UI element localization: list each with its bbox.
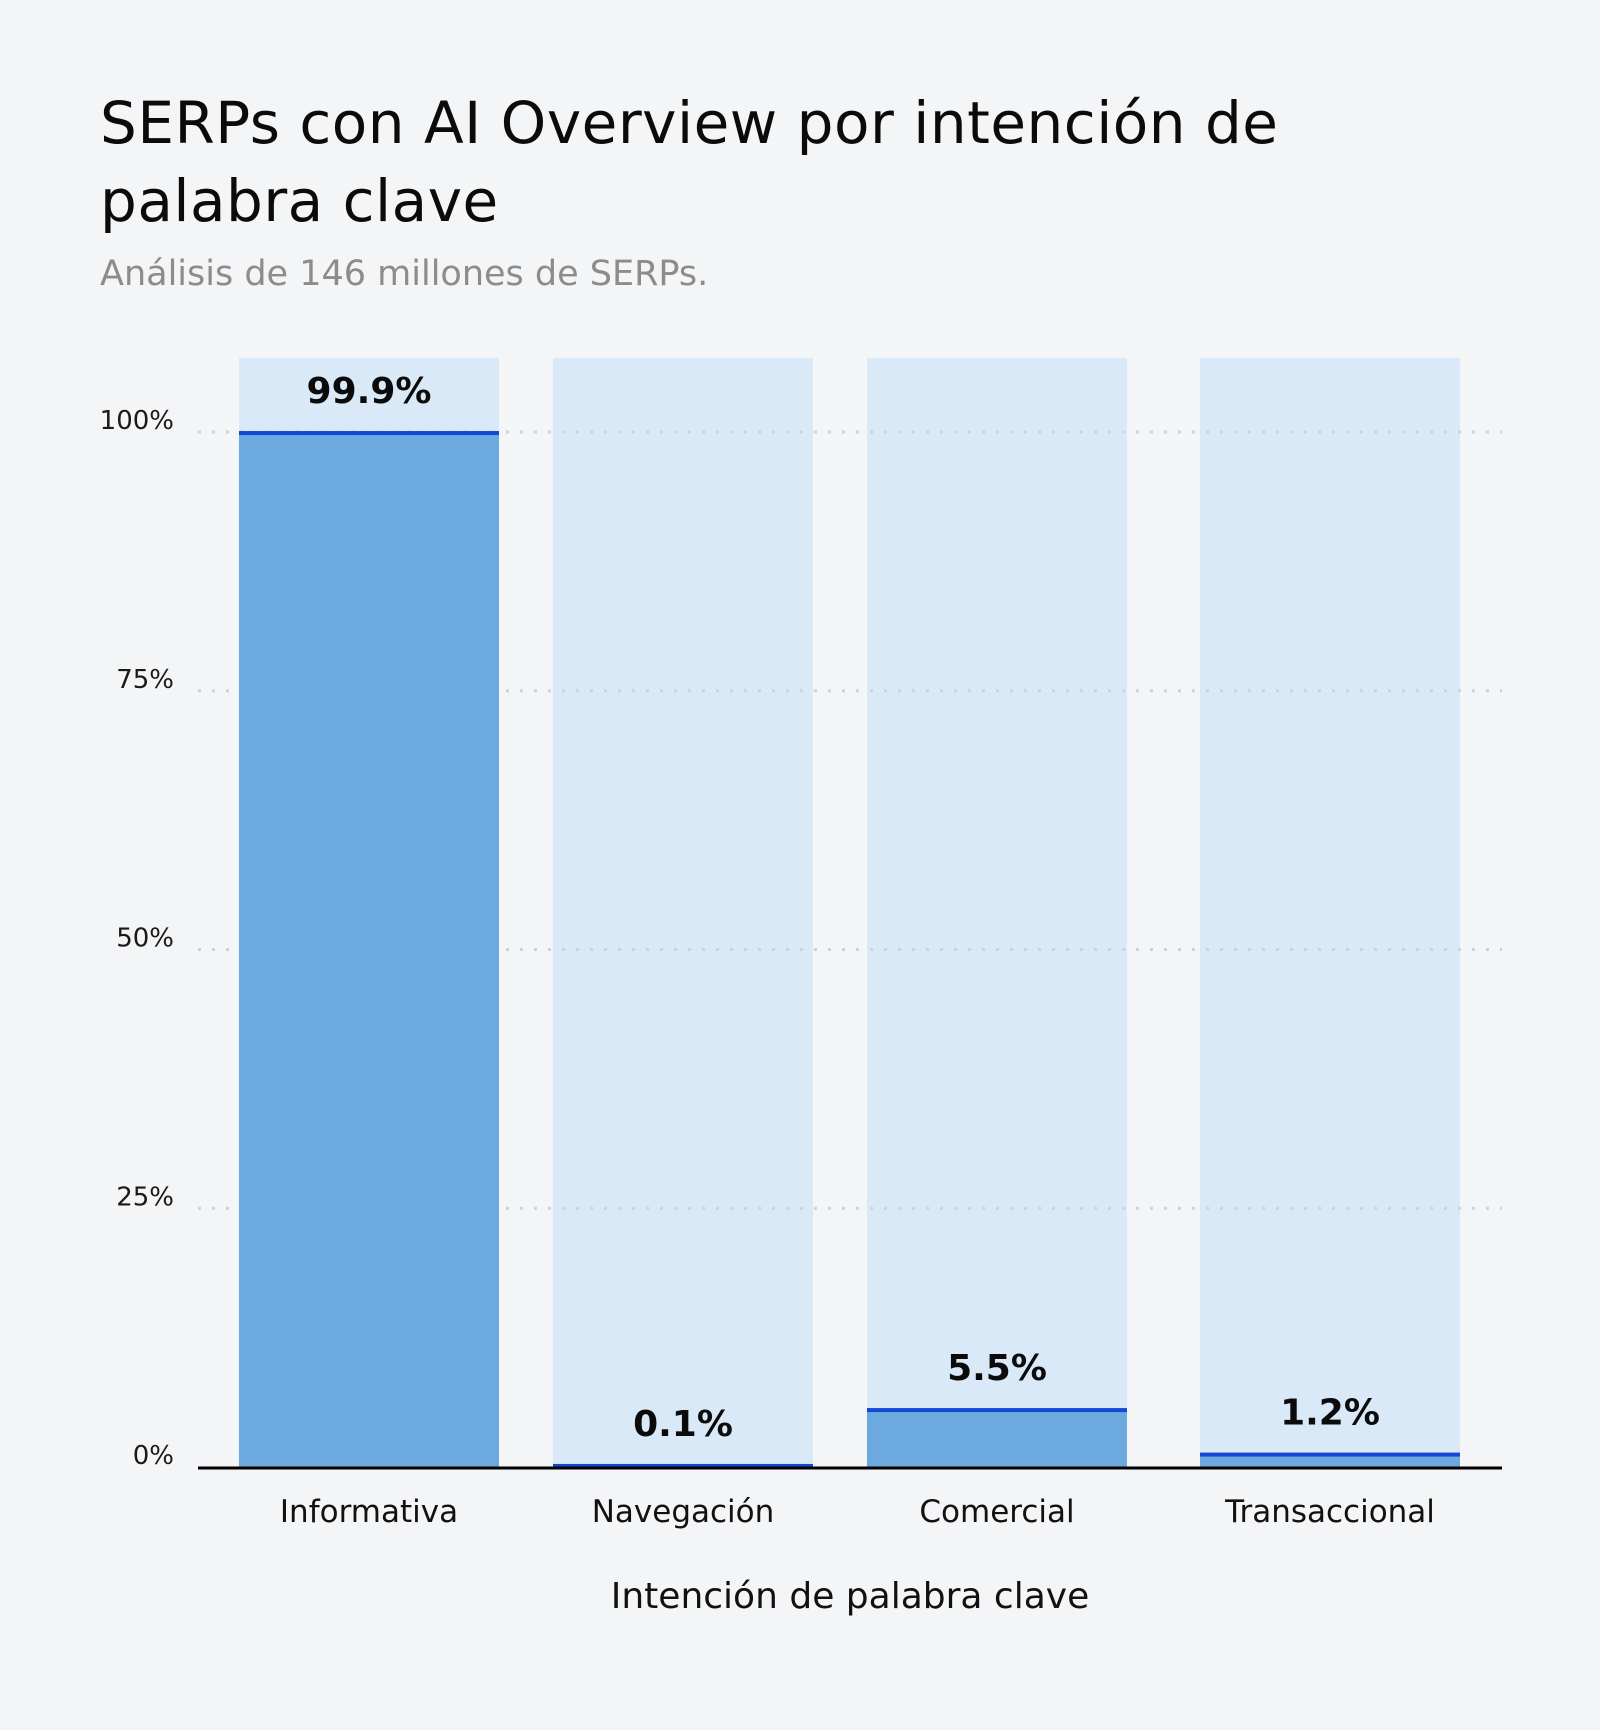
bar-top-line — [553, 1463, 813, 1468]
data-label: 0.1% — [633, 1404, 733, 1445]
x-tick-label: Navegación — [592, 1494, 775, 1530]
y-tick-label: 25% — [116, 1182, 174, 1212]
y-tick-label: 50% — [116, 924, 174, 954]
bar — [1200, 1454, 1460, 1467]
x-tick-label: Informativa — [280, 1494, 458, 1530]
bar-background — [867, 358, 1127, 1467]
bar-background — [553, 358, 813, 1467]
bar-top-line — [1200, 1452, 1460, 1457]
data-label: 1.2% — [1280, 1393, 1380, 1434]
x-axis-title: Intención de palabra clave — [611, 1576, 1089, 1617]
data-label: 5.5% — [947, 1348, 1047, 1389]
x-tick-label: Comercial — [919, 1494, 1074, 1530]
data-label: 99.9% — [307, 371, 432, 412]
chart-title: SERPs con AI Overview por intención de p… — [100, 89, 1279, 235]
x-tick-label: Transaccional — [1224, 1494, 1435, 1530]
bar-background — [1200, 358, 1460, 1467]
bar — [239, 433, 499, 1467]
bar-top-line — [867, 1408, 1127, 1413]
y-tick-label: 75% — [116, 665, 174, 695]
y-tick-label: 100% — [100, 406, 174, 436]
chart-subtitle: Análisis de 146 millones de SERPs. — [100, 254, 709, 294]
bar-top-line — [239, 431, 499, 436]
bar — [867, 1410, 1127, 1467]
y-tick-label: 0% — [133, 1441, 174, 1471]
